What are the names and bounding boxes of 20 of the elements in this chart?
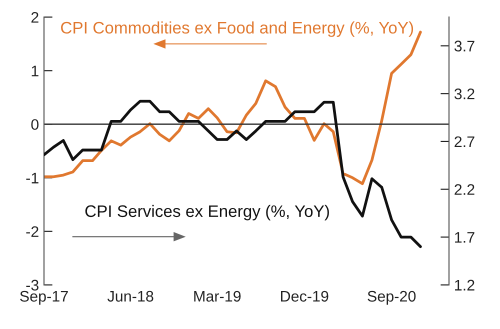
y2-tick-label: 2.2: [454, 184, 474, 195]
x-tick-label: Sep-20: [368, 290, 416, 305]
y2-tick-label: 3.2: [454, 88, 474, 100]
y2-tick-label: 3.7: [454, 40, 474, 52]
y2-tick-label: 1.7: [455, 232, 474, 243]
series-label: CPI Commodities ex Food and Energy (%, YoY): [61, 21, 414, 37]
y-tick-label: 1: [32, 66, 38, 76]
x-tick-label: Jun-18: [107, 290, 154, 302]
x-tick-label: Sep-17: [20, 290, 68, 305]
y-tick-label: -2: [26, 226, 38, 237]
y-tick-label: -1: [26, 172, 38, 184]
series-label: CPI Services ex Energy (%, YoY): [85, 204, 329, 220]
y2-tick-label: 1.2: [455, 280, 474, 290]
line-series: [44, 100, 422, 248]
x-tick-label: Mar-19: [194, 290, 241, 302]
y-tick-label: -3: [26, 280, 38, 291]
y2-tick-label: 2.7: [454, 136, 474, 147]
y-tick-label: 0: [31, 119, 39, 130]
x-tick-label: Dec-19: [281, 290, 328, 302]
y-tick-label: 2: [31, 12, 38, 23]
